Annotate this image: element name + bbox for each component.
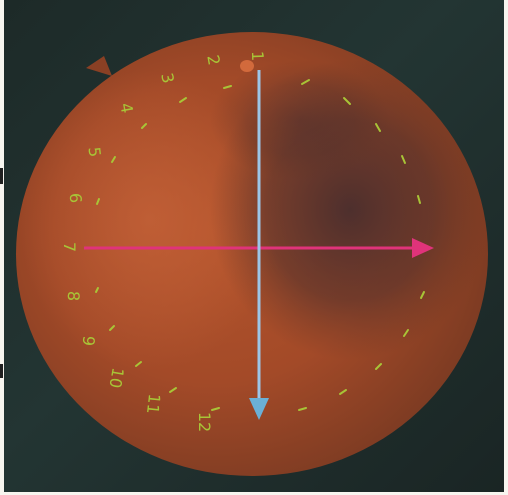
- clock-label-7: 7: [60, 242, 79, 252]
- margin-mark-bottom: [0, 364, 3, 378]
- clock-label-4: 4: [116, 101, 136, 114]
- margin-mark-top: [0, 168, 3, 184]
- bright-spot: [240, 60, 254, 72]
- clock-label-9: 9: [79, 335, 99, 347]
- clock-label-2: 2: [203, 53, 223, 66]
- clock-label-11: 11: [143, 393, 164, 415]
- clock-label-5: 5: [85, 146, 105, 158]
- clock-label-6: 6: [66, 193, 85, 204]
- horizontal-arrow-head: [412, 238, 434, 258]
- bright-region: [20, 70, 280, 370]
- clock-label-3: 3: [157, 71, 178, 85]
- edge-notch: [86, 56, 112, 76]
- vertical-arrow-head: [249, 398, 269, 420]
- clock-label-10: 10: [105, 366, 127, 389]
- clock-ticks: [95, 79, 425, 411]
- clock-label-8: 8: [64, 291, 83, 302]
- clock-label-1: 1: [248, 51, 267, 62]
- clock-label-12: 12: [195, 412, 214, 432]
